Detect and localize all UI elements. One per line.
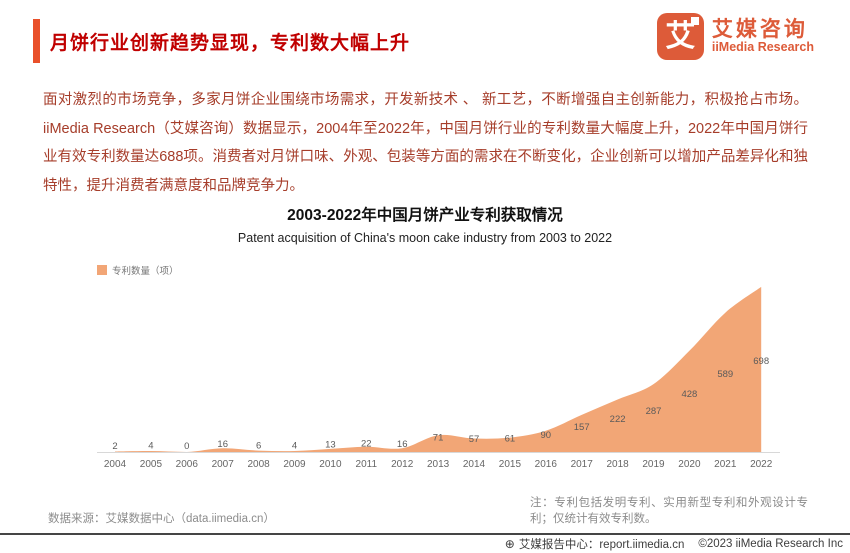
logo-text: 艾媒咨询 iiMedia Research [712, 18, 814, 55]
logo-name-en: iiMedia Research [711, 40, 814, 55]
value-label: 61 [505, 434, 516, 445]
value-label: 4 [148, 441, 153, 452]
value-label: 16 [397, 439, 408, 450]
value-label: 16 [217, 439, 228, 450]
value-label: 698 [753, 356, 769, 367]
x-tick-label: 2005 [140, 459, 163, 470]
value-label: 71 [433, 432, 444, 443]
area-series [115, 286, 762, 452]
value-label: 2 [112, 441, 117, 452]
x-tick-label: 2009 [283, 459, 306, 470]
x-tick-label: 2018 [606, 459, 629, 470]
x-tick-label: 2010 [319, 459, 342, 470]
value-label: 0 [184, 441, 189, 452]
value-label: 90 [541, 430, 552, 441]
legend-swatch [97, 265, 107, 275]
footer-report-center: ⊕ 艾媒报告中心：report.iimedia.cn [505, 536, 685, 552]
title-accent-bar [33, 19, 40, 63]
chart-legend: 专利数量（项） [97, 263, 179, 277]
x-tick-label: 2006 [176, 459, 199, 470]
chart-title-cn: 2003-2022年中国月饼产业专利获取情况 [287, 207, 563, 224]
logo-notch [690, 17, 699, 25]
x-tick-label: 2014 [463, 459, 486, 470]
value-label: 428 [681, 389, 697, 400]
x-tick-label: 2020 [678, 459, 701, 470]
summary-paragraph: 面对激烈的市场竞争，多家月饼企业围绕市场需求，开发新技术 、 新工艺，不断增强自… [43, 92, 808, 194]
value-label: 589 [717, 369, 733, 380]
value-label: 287 [646, 406, 662, 417]
data-source: 数据来源：艾媒数据中心（data.iimedia.cn） [48, 513, 275, 525]
x-tick-label: 2015 [499, 459, 522, 470]
logo-glyph: 艾 [665, 19, 696, 53]
footer-copyright: ©2023 iiMedia Research Inc [698, 538, 843, 550]
logo-name-cn: 艾媒咨询 [711, 18, 808, 42]
footer-report-link: 艾媒报告中心：report.iimedia.cn [518, 539, 685, 551]
x-tick-label: 2013 [427, 459, 450, 470]
iimedia-logo: 艾 艾媒咨询 iiMedia Research [656, 13, 814, 60]
value-label: 57 [469, 434, 480, 445]
legend-label: 专利数量（项） [112, 266, 179, 277]
x-tick-label: 2021 [714, 459, 737, 470]
x-tick-label: 2019 [642, 459, 665, 470]
x-tick-label: 2022 [750, 459, 773, 470]
value-label: 157 [574, 422, 590, 433]
x-tick-label: 2004 [104, 459, 127, 470]
x-tick-label: 2017 [571, 459, 594, 470]
footer-bar: ⊕ 艾媒报告中心：report.iimedia.cn ©2023 iiMedia… [0, 533, 850, 553]
x-tick-label: 2011 [356, 459, 378, 470]
value-label: 6 [256, 440, 261, 451]
x-tick-label: 2016 [535, 459, 558, 470]
value-label: 222 [610, 414, 626, 425]
value-label: 13 [325, 439, 336, 450]
value-label: 4 [292, 441, 297, 452]
x-tick-label: 2007 [212, 459, 235, 470]
x-tick-label: 2012 [391, 459, 414, 470]
value-label: 22 [361, 438, 372, 449]
x-tick-label: 2008 [247, 459, 270, 470]
patent-area-chart: 2004 2 2005 4 2006 0 2007 16 2008 6 2009 4 2010 13 201… [97, 286, 780, 470]
chart-note: 注：专利包括发明专利、实用新型专利和外观设计专利；仅统计有效专利数。 [530, 497, 808, 525]
iimedia-logo-icon: 艾 [656, 13, 704, 60]
chart-title-en: Patent acquisition of China's moon cake … [237, 231, 613, 245]
globe-icon: ⊕ [504, 537, 515, 551]
header: 月饼行业创新趋势显现，专利数大幅上升 艾 艾媒咨询 iiMedia Resear… [0, 0, 850, 72]
page-title: 月饼行业创新趋势显现，专利数大幅上升 [50, 33, 411, 54]
